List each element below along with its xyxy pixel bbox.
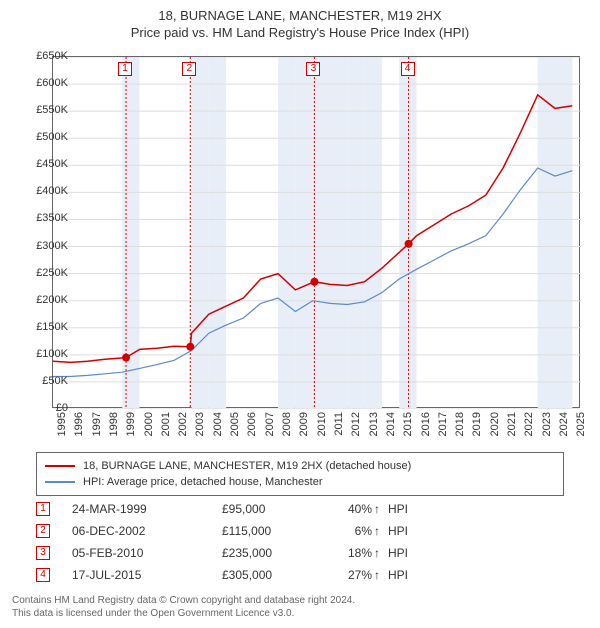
sale-pct: 40% bbox=[322, 502, 372, 516]
sale-marker-box: 2 bbox=[182, 62, 196, 76]
sales-table-row: 1 24-MAR-1999£95,00040%↑HPI bbox=[36, 498, 564, 520]
y-tick-label: £550K bbox=[24, 104, 68, 116]
footer-attribution: Contains HM Land Registry data © Crown c… bbox=[12, 594, 355, 620]
sale-price: £235,000 bbox=[222, 546, 322, 560]
sales-table-row: 3 05-FEB-2010£235,00018%↑HPI bbox=[36, 542, 564, 564]
x-tick-label: 1996 bbox=[73, 412, 85, 436]
legend-label: 18, BURNAGE LANE, MANCHESTER, M19 2HX (d… bbox=[83, 460, 411, 472]
x-tick-label: 2024 bbox=[558, 412, 570, 436]
sale-price: £95,000 bbox=[222, 502, 322, 516]
sale-pct: 6% bbox=[322, 524, 372, 538]
x-tick-label: 2014 bbox=[385, 412, 397, 436]
chart-legend: 18, BURNAGE LANE, MANCHESTER, M19 2HX (d… bbox=[36, 452, 564, 496]
y-tick-label: £600K bbox=[24, 77, 68, 89]
page-subtitle: Price paid vs. HM Land Registry's House … bbox=[0, 25, 600, 40]
x-tick-label: 2015 bbox=[402, 412, 414, 436]
sale-marker-box: 4 bbox=[401, 62, 415, 76]
sale-pct: 18% bbox=[322, 546, 372, 560]
y-tick-label: £200K bbox=[24, 294, 68, 306]
x-tick-label: 1999 bbox=[125, 412, 137, 436]
y-tick-label: £650K bbox=[24, 50, 68, 62]
x-tick-label: 2000 bbox=[143, 412, 155, 436]
y-tick-label: £400K bbox=[24, 185, 68, 197]
y-tick-label: £500K bbox=[24, 131, 68, 143]
x-tick-label: 2023 bbox=[541, 412, 553, 436]
x-tick-label: 2007 bbox=[264, 412, 276, 436]
sales-table: 124-MAR-1999£95,00040%↑HPI206-DEC-2002£1… bbox=[36, 498, 564, 586]
sales-table-row: 2 06-DEC-2002£115,0006%↑HPI bbox=[36, 520, 564, 542]
x-tick-label: 2003 bbox=[194, 412, 206, 436]
up-arrow-icon: ↑ bbox=[374, 524, 388, 538]
x-tick-label: 2009 bbox=[298, 412, 310, 436]
sale-index-box: 3 bbox=[36, 546, 50, 560]
sales-table-row: 4 17-JUL-2015£305,00027%↑HPI bbox=[36, 564, 564, 586]
x-tick-label: 1998 bbox=[108, 412, 120, 436]
hpi-label: HPI bbox=[388, 524, 408, 538]
x-tick-label: 2018 bbox=[454, 412, 466, 436]
legend-row: HPI: Average price, detached house, Manc… bbox=[45, 474, 555, 490]
footer-line-2: This data is licensed under the Open Gov… bbox=[12, 607, 355, 620]
x-tick-label: 2025 bbox=[575, 412, 587, 436]
y-tick-label: £100K bbox=[24, 348, 68, 360]
sale-marker-box: 3 bbox=[306, 62, 320, 76]
x-tick-label: 2021 bbox=[506, 412, 518, 436]
sale-date: 06-DEC-2002 bbox=[72, 524, 222, 538]
up-arrow-icon: ↑ bbox=[374, 568, 388, 582]
legend-label: HPI: Average price, detached house, Manc… bbox=[83, 476, 323, 488]
chart-svg bbox=[53, 57, 581, 409]
legend-row: 18, BURNAGE LANE, MANCHESTER, M19 2HX (d… bbox=[45, 458, 555, 474]
x-tick-label: 2010 bbox=[316, 412, 328, 436]
x-tick-label: 2004 bbox=[212, 412, 224, 436]
sale-marker-box: 1 bbox=[118, 62, 132, 76]
y-tick-label: £50K bbox=[24, 375, 68, 387]
price-chart bbox=[52, 56, 580, 408]
sale-index-box: 2 bbox=[36, 524, 50, 538]
legend-swatch bbox=[45, 481, 75, 483]
hpi-label: HPI bbox=[388, 568, 408, 582]
sale-price: £305,000 bbox=[222, 568, 322, 582]
up-arrow-icon: ↑ bbox=[374, 502, 388, 516]
x-tick-label: 2006 bbox=[246, 412, 258, 436]
footer-line-1: Contains HM Land Registry data © Crown c… bbox=[12, 594, 355, 607]
x-tick-label: 2013 bbox=[368, 412, 380, 436]
x-tick-label: 2001 bbox=[160, 412, 172, 436]
sale-price: £115,000 bbox=[222, 524, 322, 538]
x-tick-label: 2017 bbox=[437, 412, 449, 436]
x-tick-label: 2022 bbox=[523, 412, 535, 436]
sale-date: 17-JUL-2015 bbox=[72, 568, 222, 582]
sale-date: 24-MAR-1999 bbox=[72, 502, 222, 516]
sale-index-box: 1 bbox=[36, 502, 50, 516]
x-tick-label: 2012 bbox=[350, 412, 362, 436]
x-tick-label: 1997 bbox=[91, 412, 103, 436]
x-tick-label: 2016 bbox=[420, 412, 432, 436]
y-tick-label: £350K bbox=[24, 212, 68, 224]
y-tick-label: £250K bbox=[24, 267, 68, 279]
sale-date: 05-FEB-2010 bbox=[72, 546, 222, 560]
x-tick-label: 2011 bbox=[333, 412, 345, 436]
hpi-label: HPI bbox=[388, 546, 408, 560]
y-tick-label: £150K bbox=[24, 321, 68, 333]
x-tick-label: 1995 bbox=[56, 412, 68, 436]
x-tick-label: 2008 bbox=[281, 412, 293, 436]
sale-pct: 27% bbox=[322, 568, 372, 582]
y-tick-label: £300K bbox=[24, 240, 68, 252]
up-arrow-icon: ↑ bbox=[374, 546, 388, 560]
x-tick-label: 2002 bbox=[177, 412, 189, 436]
x-tick-label: 2019 bbox=[471, 412, 483, 436]
sale-index-box: 4 bbox=[36, 568, 50, 582]
y-tick-label: £450K bbox=[24, 158, 68, 170]
x-tick-label: 2020 bbox=[489, 412, 501, 436]
x-tick-label: 2005 bbox=[229, 412, 241, 436]
hpi-label: HPI bbox=[388, 502, 408, 516]
page-title: 18, BURNAGE LANE, MANCHESTER, M19 2HX bbox=[0, 8, 600, 23]
legend-swatch bbox=[45, 465, 75, 467]
